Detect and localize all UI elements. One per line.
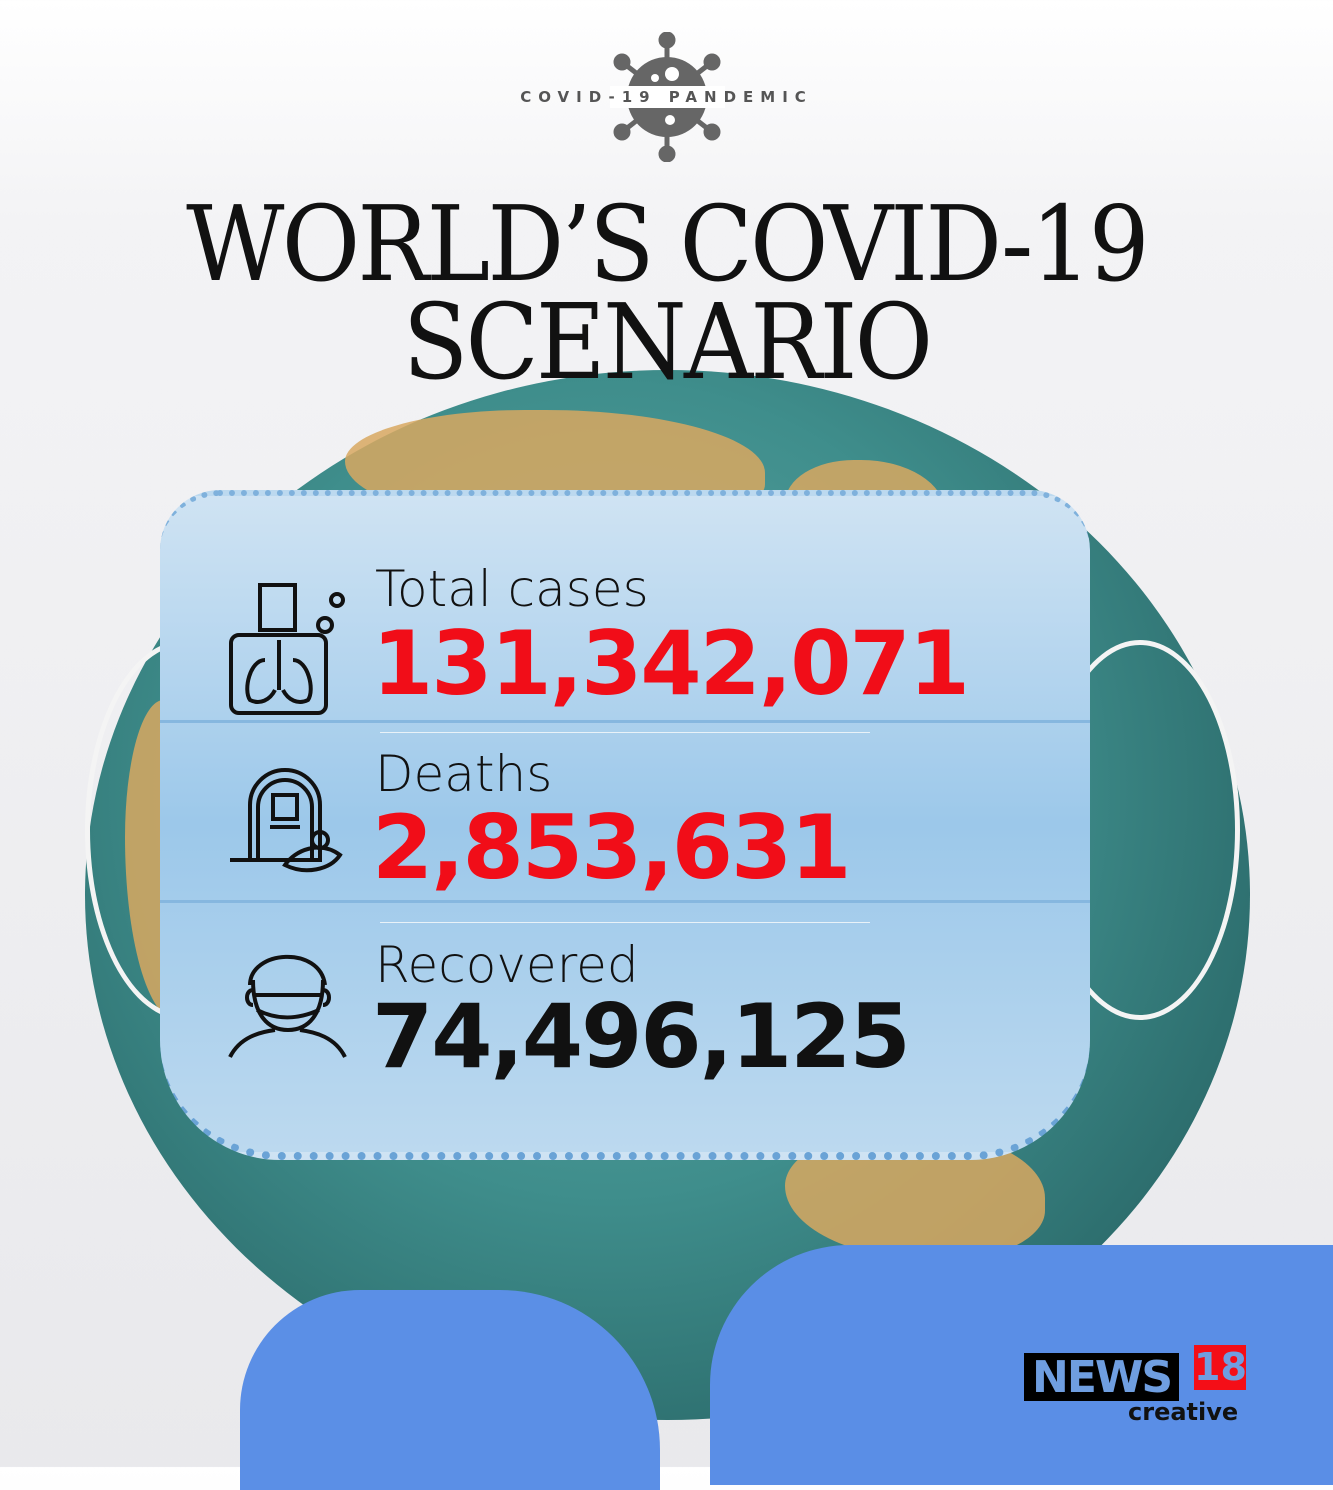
total-cases-value: 131,342,071 [372,612,970,715]
logo-18: 18 [1194,1345,1247,1390]
mask-fold [160,720,1090,723]
lungs-patient-icon [229,583,345,715]
divider [380,732,870,733]
face-mask [160,490,1090,1160]
total-cases-label: Total cases [375,560,649,618]
mask-fold [160,900,1090,903]
pandemic-tag: COVID-19 PANDEMIC [520,88,813,106]
deaths-label: Deaths [375,745,553,803]
recovered-label: Recovered [375,936,639,994]
divider [380,922,870,923]
logo-news: NEWS [1024,1353,1180,1403]
deaths-value: 2,853,631 [372,796,851,899]
recovered-value: 74,496,125 [372,985,911,1088]
glove-left [240,1290,660,1490]
logo-creative: creative [1128,1398,1239,1426]
title-line-2: SCENARIO [402,281,933,403]
virus-icon [610,32,725,162]
masked-person-icon [228,954,347,1058]
title-line-1: WORLD’S COVID-19 [186,183,1149,305]
page-title: WORLD’S COVID-19 SCENARIO [53,183,1279,403]
grave-flowers-icon [230,768,343,873]
